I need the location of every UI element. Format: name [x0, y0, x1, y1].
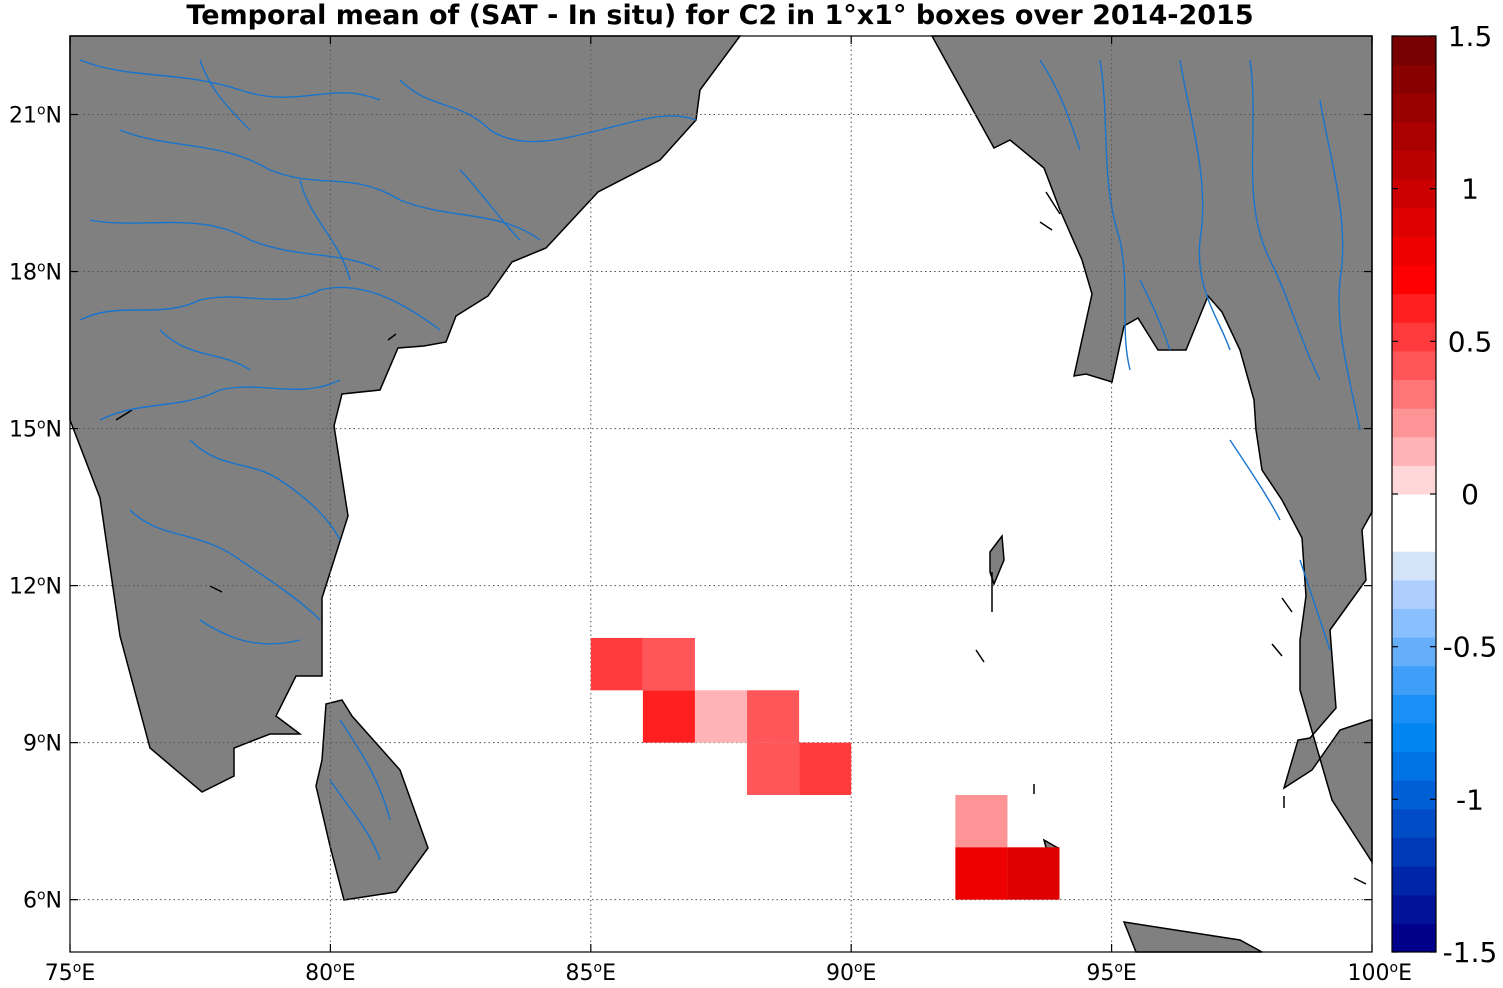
y-tick-label: 15oN: [9, 417, 62, 443]
land-sri-lanka: [315, 699, 429, 901]
colorbar-segment: [1392, 923, 1436, 953]
x-tick-label: 90oE: [826, 960, 876, 984]
colorbar: 1.5 1 0.5 0 -0.5 -1 -1.5: [1391, 20, 1498, 969]
colorbar-tick-label: -1.5: [1443, 936, 1498, 969]
land-india: [69, 35, 742, 793]
colorbar-segment: [1392, 866, 1436, 896]
colorbar-segment: [1392, 894, 1436, 924]
data-cell: [747, 742, 800, 795]
y-axis: 6oN 9oN 12oN 15oN 18oN 21oN: [9, 103, 1372, 914]
data-cell: [955, 847, 1008, 900]
colorbar-segment: [1392, 93, 1436, 123]
colorbar-segment: [1392, 694, 1436, 724]
grid-lines: [69, 36, 1373, 952]
colorbar-segment: [1392, 837, 1436, 867]
x-tick-label: 75oE: [45, 960, 95, 984]
x-tick-label: 80oE: [305, 960, 355, 984]
colorbar-segment: [1392, 751, 1436, 781]
colorbar-segment: [1392, 608, 1436, 638]
colorbar-segment: [1392, 265, 1436, 295]
colorbar-segment: [1392, 121, 1436, 151]
colorbar-segment: [1392, 408, 1436, 438]
y-tick-label: 21oN: [9, 103, 62, 129]
colorbar-segment: [1392, 551, 1436, 581]
data-cell: [590, 637, 643, 691]
data-cell: [955, 794, 1008, 848]
data-cell: [694, 690, 748, 743]
map-frame: [69, 35, 1373, 953]
colorbar-segment: [1392, 808, 1436, 838]
data-cell: [642, 690, 695, 743]
data-cell: [642, 637, 695, 691]
colorbar-segment: [1392, 522, 1436, 552]
colorbar-segment: [1392, 64, 1436, 94]
land-andaman: [989, 533, 1005, 587]
colorbar-tick-label: 0: [1461, 478, 1479, 511]
colorbar-tick-label: 0.5: [1448, 325, 1493, 358]
y-tick-label: 12oN: [9, 574, 62, 600]
x-tick-label: 100oE: [1348, 960, 1412, 984]
data-cell: [1007, 847, 1060, 900]
colorbar-segment: [1392, 207, 1436, 237]
x-tick-label: 95oE: [1086, 960, 1136, 984]
colorbar-segment: [1392, 379, 1436, 409]
colorbar-segment: [1392, 465, 1436, 495]
colorbar-segment: [1392, 322, 1436, 352]
y-tick-label: 9oN: [23, 731, 62, 757]
y-tick-label: 18oN: [9, 260, 62, 286]
x-axis: 75oE 80oE 85oE 90oE 95oE 100oE: [45, 36, 1412, 986]
colorbar-segment: [1392, 293, 1436, 323]
colorbar-tick-label: 1.5: [1448, 20, 1493, 53]
data-cell: [799, 742, 852, 795]
colorbar-segment: [1392, 150, 1436, 180]
colorbar-segment: [1392, 665, 1436, 695]
y-tick-label: 6oN: [23, 888, 62, 914]
chart-title: Temporal mean of (SAT - In situ) for C2 …: [186, 0, 1253, 31]
data-cells: [590, 637, 1060, 900]
colorbar-segment: [1392, 436, 1436, 466]
colorbar-tick-label: -0.5: [1443, 631, 1498, 664]
x-tick-label: 85oE: [566, 960, 616, 984]
colorbar-tick-label: 1: [1461, 173, 1479, 206]
colorbar-tick-label: -1: [1456, 783, 1484, 816]
colorbar-segment: [1392, 780, 1436, 810]
colorbar-segment: [1392, 179, 1436, 209]
colorbar-segment: [1392, 723, 1436, 753]
colorbar-segment: [1392, 579, 1436, 609]
colorbar-segment: [1392, 494, 1436, 524]
colorbar-segment: [1392, 637, 1436, 667]
colorbar-segment: [1392, 350, 1436, 380]
colorbar-segment: [1392, 36, 1436, 66]
colorbar-segment: [1392, 236, 1436, 266]
rivers: [79, 59, 1361, 861]
data-cell: [747, 690, 800, 743]
